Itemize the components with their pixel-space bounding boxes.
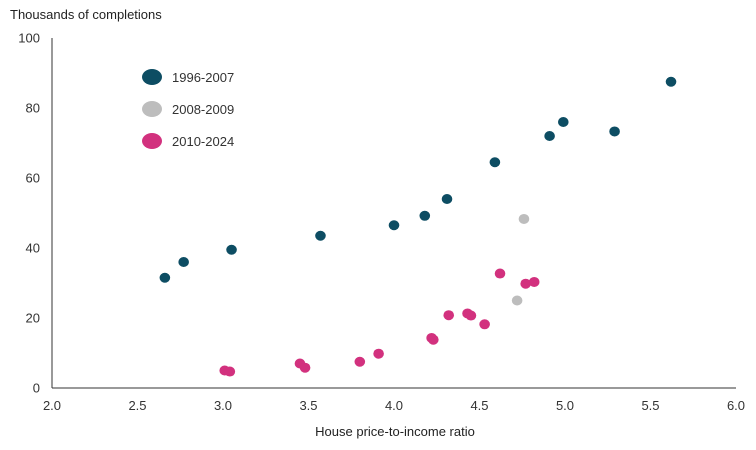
data-point — [494, 268, 506, 279]
data-point — [373, 348, 384, 359]
x-tick-label: 5.0 — [556, 398, 574, 413]
x-axis-title: House price-to-income ratio — [315, 424, 475, 439]
y-tick-labels: 0 20 40 60 80 100 — [18, 31, 40, 396]
legend-label: 2010-2024 — [172, 134, 234, 149]
data-point — [665, 76, 677, 87]
y-tick-label: 80 — [26, 101, 40, 116]
data-point — [428, 334, 439, 345]
data-point — [609, 126, 620, 137]
series-2008-2009-points — [511, 213, 530, 306]
data-point — [354, 356, 366, 367]
x-tick-label: 4.5 — [470, 398, 488, 413]
x-tick-label: 5.5 — [641, 398, 659, 413]
legend-marker — [142, 133, 162, 149]
x-tick-label: 2.0 — [43, 398, 61, 413]
legend: 1996-2007 2008-2009 2010-2024 — [142, 69, 234, 149]
legend-label: 2008-2009 — [172, 102, 234, 117]
axes — [51, 38, 736, 389]
legend-item: 2010-2024 — [142, 133, 234, 149]
data-point — [544, 131, 555, 141]
y-tick-label: 20 — [26, 311, 40, 326]
data-point — [159, 272, 171, 283]
data-point — [178, 257, 189, 267]
data-points — [159, 76, 677, 377]
x-tick-label: 2.5 — [128, 398, 146, 413]
data-point — [224, 366, 236, 377]
data-point — [465, 310, 477, 321]
data-point — [479, 319, 490, 330]
data-point — [489, 157, 501, 168]
x-tick-label: 3.5 — [299, 398, 317, 413]
x-tick-label: 3.0 — [214, 398, 232, 413]
x-tick-label: 6.0 — [727, 398, 745, 413]
data-point — [518, 213, 530, 224]
data-point — [441, 194, 453, 204]
data-point — [443, 310, 455, 321]
y-tick-label: 40 — [26, 241, 40, 256]
y-tick-label: 100 — [18, 31, 40, 46]
y-tick-label: 60 — [26, 171, 40, 186]
data-point — [419, 210, 431, 221]
data-point — [226, 244, 237, 255]
data-point — [528, 276, 540, 287]
legend-marker — [142, 101, 162, 117]
legend-item: 1996-2007 — [142, 69, 234, 85]
legend-item: 2008-2009 — [142, 101, 234, 117]
y-tick-label: 0 — [33, 381, 40, 396]
data-point — [557, 117, 569, 127]
legend-label: 1996-2007 — [172, 70, 234, 85]
data-point — [511, 295, 523, 306]
series-1996-2007-points — [159, 76, 677, 283]
y-axis-title: Thousands of completions — [10, 7, 162, 22]
data-point — [315, 230, 326, 241]
x-tick-labels: 2.0 2.5 3.0 3.5 4.0 4.5 5.0 5.5 6.0 — [43, 398, 745, 413]
series-2010-2024-points — [219, 268, 540, 377]
x-tick-label: 4.0 — [385, 398, 403, 413]
data-point — [520, 278, 531, 289]
data-point — [388, 220, 400, 231]
legend-marker — [142, 69, 162, 85]
data-point — [299, 362, 311, 373]
